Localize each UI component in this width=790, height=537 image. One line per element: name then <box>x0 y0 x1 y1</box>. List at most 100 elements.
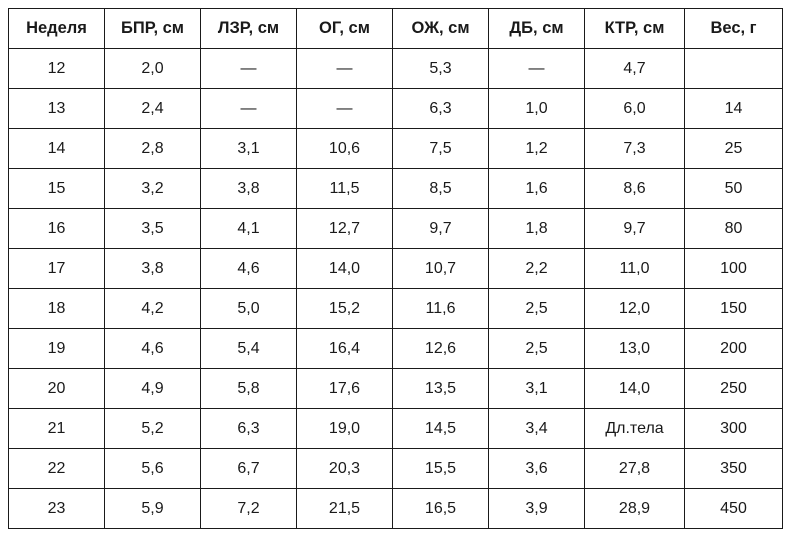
table-cell: 5,2 <box>105 409 201 449</box>
table-cell: 27,8 <box>585 449 685 489</box>
table-cell: 100 <box>685 249 783 289</box>
table-cell: 1,8 <box>489 209 585 249</box>
table-row: 194,65,416,412,62,513,0200 <box>9 329 783 369</box>
table-cell: 13 <box>9 89 105 129</box>
table-cell: 10,7 <box>393 249 489 289</box>
table-cell: — <box>201 49 297 89</box>
table-row: 215,26,319,014,53,4Дл.тела300 <box>9 409 783 449</box>
table-row: 142,83,110,67,51,27,325 <box>9 129 783 169</box>
table-cell: 5,0 <box>201 289 297 329</box>
table-row: 225,66,720,315,53,627,8350 <box>9 449 783 489</box>
table-cell: 200 <box>685 329 783 369</box>
table-cell: 2,5 <box>489 289 585 329</box>
table-cell: 3,8 <box>201 169 297 209</box>
table-cell: 16 <box>9 209 105 249</box>
table-cell: 1,0 <box>489 89 585 129</box>
table-row: 184,25,015,211,62,512,0150 <box>9 289 783 329</box>
table-cell: 7,2 <box>201 489 297 529</box>
col-header-ktr: КТР, см <box>585 9 685 49</box>
table-cell: 15,5 <box>393 449 489 489</box>
table-cell: 15,2 <box>297 289 393 329</box>
table-cell: 3,1 <box>201 129 297 169</box>
table-cell: 3,5 <box>105 209 201 249</box>
table-cell: 11,5 <box>297 169 393 209</box>
table-cell: 4,2 <box>105 289 201 329</box>
table-header-row: Неделя БПР, см ЛЗР, см ОГ, см ОЖ, см ДБ,… <box>9 9 783 49</box>
table-cell: 25 <box>685 129 783 169</box>
table-cell: 300 <box>685 409 783 449</box>
table-cell: 12,0 <box>585 289 685 329</box>
table-cell: 5,8 <box>201 369 297 409</box>
table-cell: 16,4 <box>297 329 393 369</box>
table-cell: 8,6 <box>585 169 685 209</box>
table-cell: 13,5 <box>393 369 489 409</box>
table-body: 122,0——5,3—4,7132,4——6,31,06,014142,83,1… <box>9 49 783 529</box>
table-cell: 3,9 <box>489 489 585 529</box>
table-cell: 80 <box>685 209 783 249</box>
table-cell: 50 <box>685 169 783 209</box>
table-cell: 4,6 <box>105 329 201 369</box>
table-cell: 6,3 <box>393 89 489 129</box>
table-cell: 2,8 <box>105 129 201 169</box>
table-cell: 7,5 <box>393 129 489 169</box>
col-header-db: ДБ, см <box>489 9 585 49</box>
table-cell: 19 <box>9 329 105 369</box>
table-cell: 5,4 <box>201 329 297 369</box>
table-cell: 9,7 <box>585 209 685 249</box>
table-cell: 17 <box>9 249 105 289</box>
table-cell: 3,2 <box>105 169 201 209</box>
table-cell: 2,0 <box>105 49 201 89</box>
table-cell: — <box>489 49 585 89</box>
col-header-week: Неделя <box>9 9 105 49</box>
table-cell: 1,2 <box>489 129 585 169</box>
table-cell: 20,3 <box>297 449 393 489</box>
table-cell: — <box>297 89 393 129</box>
table-cell: 5,9 <box>105 489 201 529</box>
table-cell: 4,1 <box>201 209 297 249</box>
table-cell: Дл.тела <box>585 409 685 449</box>
table-cell: 7,3 <box>585 129 685 169</box>
table-cell: 350 <box>685 449 783 489</box>
col-header-bpr: БПР, см <box>105 9 201 49</box>
table-cell: 23 <box>9 489 105 529</box>
table-cell: 11,6 <box>393 289 489 329</box>
table-cell: 6,3 <box>201 409 297 449</box>
table-cell: 250 <box>685 369 783 409</box>
col-header-lzr: ЛЗР, см <box>201 9 297 49</box>
table-cell: 2,2 <box>489 249 585 289</box>
table-cell: 13,0 <box>585 329 685 369</box>
table-cell: 14,0 <box>297 249 393 289</box>
fetal-measurements-table: Неделя БПР, см ЛЗР, см ОГ, см ОЖ, см ДБ,… <box>8 8 783 529</box>
table-row: 204,95,817,613,53,114,0250 <box>9 369 783 409</box>
table-cell: 14 <box>685 89 783 129</box>
table-cell: 3,8 <box>105 249 201 289</box>
col-header-weight: Вес, г <box>685 9 783 49</box>
table-cell: 2,4 <box>105 89 201 129</box>
table-cell: 21 <box>9 409 105 449</box>
table-cell: 12,7 <box>297 209 393 249</box>
table-cell: 2,5 <box>489 329 585 369</box>
table-cell: 450 <box>685 489 783 529</box>
table-cell: 150 <box>685 289 783 329</box>
table-cell: 5,3 <box>393 49 489 89</box>
table-cell: 3,4 <box>489 409 585 449</box>
table-cell: 3,6 <box>489 449 585 489</box>
table-cell <box>685 49 783 89</box>
table-cell: — <box>297 49 393 89</box>
table-cell: 19,0 <box>297 409 393 449</box>
table-cell: 14,5 <box>393 409 489 449</box>
table-row: 153,23,811,58,51,68,650 <box>9 169 783 209</box>
table-cell: 20 <box>9 369 105 409</box>
table-row: 173,84,614,010,72,211,0100 <box>9 249 783 289</box>
table-cell: 1,6 <box>489 169 585 209</box>
table-cell: 5,6 <box>105 449 201 489</box>
table-cell: 14 <box>9 129 105 169</box>
table-cell: — <box>201 89 297 129</box>
table-cell: 28,9 <box>585 489 685 529</box>
col-header-ozh: ОЖ, см <box>393 9 489 49</box>
table-cell: 15 <box>9 169 105 209</box>
table-cell: 22 <box>9 449 105 489</box>
table-row: 122,0——5,3—4,7 <box>9 49 783 89</box>
table-cell: 18 <box>9 289 105 329</box>
col-header-og: ОГ, см <box>297 9 393 49</box>
